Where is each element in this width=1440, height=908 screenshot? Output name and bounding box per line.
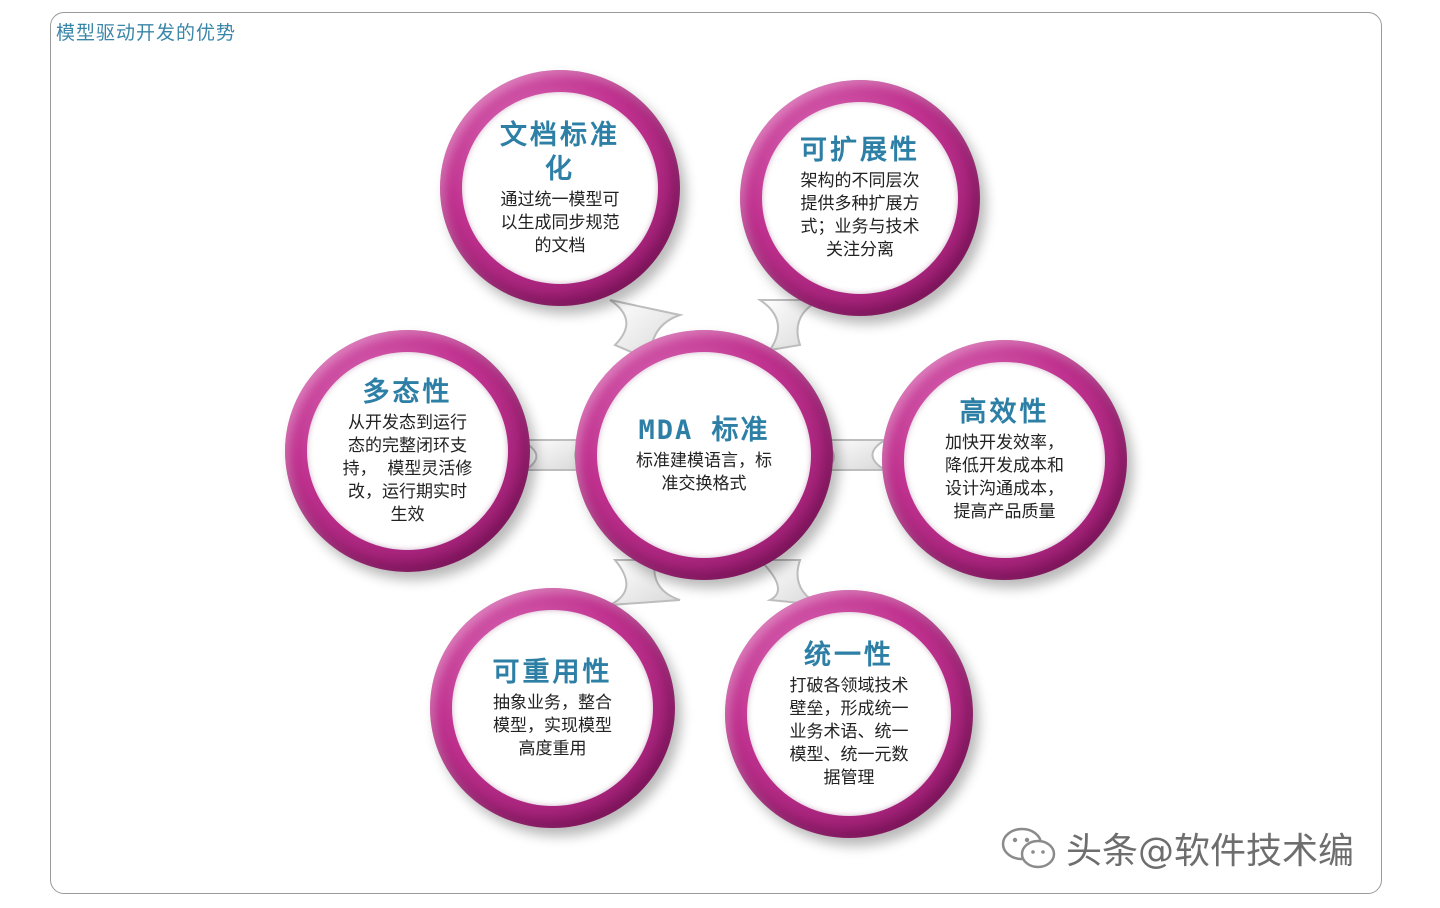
node-desc-line: 持， 模型灵活修 xyxy=(342,458,473,479)
node-desc-line: 业务术语、统一 xyxy=(789,721,909,742)
node-desc-line: 关注分离 xyxy=(826,240,894,260)
center-node-mda: MDA 标准 标准建模语言，标 准交换格式 xyxy=(575,330,833,580)
node-title: 可扩展性 xyxy=(800,134,920,168)
node-desc-line: 通过统一模型可 xyxy=(500,189,620,210)
node-title-line: 化 xyxy=(545,153,575,185)
node-desc: 从开发态到运行 态的完整闭环支 持， 模型灵活修 改，运行期实时 生效 xyxy=(343,412,473,527)
node-extensibility: 可扩展性 架构的不同层次 提供多种扩展方 式；业务与技术 关注分离 xyxy=(740,80,980,316)
node-desc-line: 降低开发成本和 xyxy=(945,456,1064,476)
node-title-line: 多态性 xyxy=(362,376,453,408)
node-desc: 加快开发效率， 降低开发成本和 设计沟通成本， 提高产品质量 xyxy=(945,432,1064,524)
node-desc-line: 加快开发效率， xyxy=(945,433,1064,453)
node-desc-line: 以生成同步规范 xyxy=(500,212,620,233)
node-title-line: 统一性 xyxy=(804,639,894,671)
center-desc-line: 准交换格式 xyxy=(661,474,747,494)
node-polymorphism: 多态性 从开发态到运行 态的完整闭环支 持， 模型灵活修 改，运行期实时 生效 xyxy=(285,330,530,572)
node-title: 统一性 xyxy=(804,639,894,673)
node-desc-line: 式；业务与技术 xyxy=(800,217,920,237)
node-desc-line: 生效 xyxy=(390,504,425,525)
frame-title: 模型驱动开发的优势 xyxy=(56,22,237,44)
node-desc: 架构的不同层次 提供多种扩展方 式；业务与技术 关注分离 xyxy=(801,170,920,262)
node-desc: 抽象业务，整合 模型，实现模型 高度重用 xyxy=(493,692,612,761)
node-title-line: 可重用性 xyxy=(492,656,613,688)
center-desc-line: 标准建模语言，标 xyxy=(636,451,772,471)
watermark-text: 头条@软件技术编 xyxy=(1066,831,1355,872)
node-desc-line: 据管理 xyxy=(823,767,875,788)
node-desc-line: 从开发态到运行 xyxy=(348,412,467,433)
node-unity: 统一性 打破各领域技术 壁垒，形成统一 业务术语、统一 模型、统一元数 据管理 xyxy=(725,590,973,838)
node-title-line: 文档标准 xyxy=(500,119,620,151)
node-desc-line: 态的完整闭环支 xyxy=(348,435,467,456)
node-doc-standard: 文档标准 化 通过统一模型可 以生成同步规范 的文档 xyxy=(440,70,680,306)
node-title: 文档标准 化 xyxy=(500,119,620,187)
wechat-icon xyxy=(1001,827,1056,869)
diagram-frame xyxy=(50,12,1382,894)
watermark: 头条@软件技术编 xyxy=(1000,822,1354,874)
node-desc-line: 架构的不同层次 xyxy=(800,171,920,191)
node-desc-line: 设计沟通成本， xyxy=(945,479,1064,499)
node-efficiency: 高效性 加快开发效率， 降低开发成本和 设计沟通成本， 提高产品质量 xyxy=(882,340,1127,580)
node-desc: 打破各领域技术 壁垒，形成统一 业务术语、统一 模型、统一元数 据管理 xyxy=(790,675,909,790)
node-title-line: 高效性 xyxy=(959,397,1050,428)
node-desc-line: 提高产品质量 xyxy=(953,502,1056,522)
connector-ext xyxy=(756,299,821,352)
node-desc-line: 模型，实现模型 xyxy=(493,715,612,736)
center-node-title: MDA 标准 xyxy=(638,415,770,446)
node-title: 高效性 xyxy=(960,396,1050,430)
node-desc: 通过统一模型可 以生成同步规范 的文档 xyxy=(501,189,620,258)
node-desc-line: 壁垒，形成统一 xyxy=(789,698,909,719)
node-desc-line: 高度重用 xyxy=(518,738,587,759)
node-desc-line: 的文档 xyxy=(534,235,586,256)
node-title: 多态性 xyxy=(363,376,453,410)
center-node-desc: 标准建模语言，标 准交换格式 xyxy=(636,450,772,496)
node-desc-line: 提供多种扩展方 xyxy=(800,194,920,214)
node-desc-line: 抽象业务，整合 xyxy=(493,692,612,713)
node-title-line: 可扩展性 xyxy=(800,135,920,166)
node-reusability: 可重用性 抽象业务，整合 模型，实现模型 高度重用 xyxy=(430,588,675,828)
node-desc-line: 打破各领域技术 xyxy=(789,675,909,696)
node-desc-line: 模型、统一元数 xyxy=(789,744,909,765)
node-desc-line: 改，运行期实时 xyxy=(348,481,467,502)
node-title: 可重用性 xyxy=(493,656,613,690)
